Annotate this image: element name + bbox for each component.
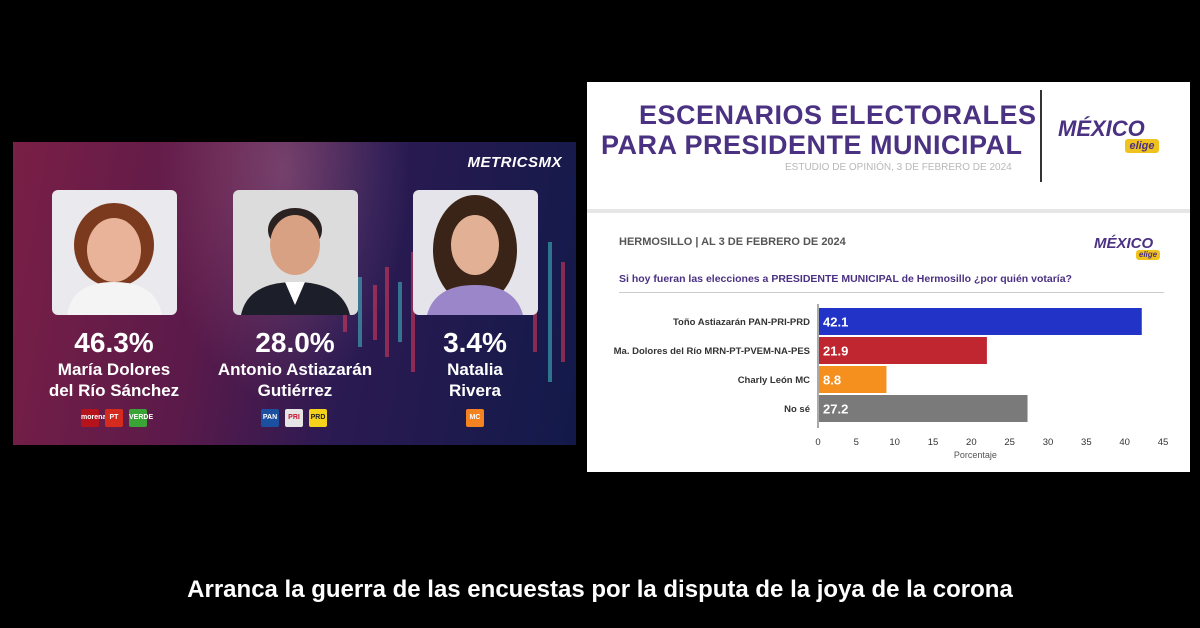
header-subtitle: ESTUDIO DE OPINIÓN, 3 DE FEBRERO DE 2024 xyxy=(785,162,1012,173)
x-tick-label: 35 xyxy=(1081,437,1092,448)
pan-logo: PAN xyxy=(261,409,279,427)
decorative-candle xyxy=(373,284,377,340)
mexico-elige-logo: MÉXICO xyxy=(1058,116,1145,141)
candidate-name-1-line2: del Río Sánchez xyxy=(48,381,180,400)
mexico-elige-logo-small: MÉXICO xyxy=(1094,235,1154,252)
x-tick-label: 15 xyxy=(928,437,939,448)
mexico-elige-logo-sub: elige xyxy=(1125,139,1159,153)
bar xyxy=(819,395,1028,422)
x-tick-label: 20 xyxy=(966,437,977,448)
candidate-percent-3: 3.4% xyxy=(443,327,507,358)
category-label: No sé xyxy=(784,404,810,415)
mexico-elige-poll-panel: ESCENARIOS ELECTORALES PARA PRESIDENTE M… xyxy=(587,82,1190,472)
metricsmx-logo: METRICSMX xyxy=(467,154,562,171)
decorative-candle xyxy=(398,282,402,342)
bar-value-label: 27.2 xyxy=(823,402,848,417)
candidate-name-3-line1: Natalia xyxy=(447,360,503,379)
x-axis-title: Porcentaje xyxy=(954,450,997,460)
candidate-photo-maria-dolores xyxy=(52,190,177,315)
section-divider xyxy=(587,209,1190,213)
candidate-name-3-line2: Rivera xyxy=(449,381,501,400)
prd-logo: PRD xyxy=(309,409,327,427)
header-divider xyxy=(1040,90,1042,182)
x-tick-label: 45 xyxy=(1158,437,1169,448)
candidate-photo-antonio-astiazaran xyxy=(233,190,358,315)
verde-logo: VERDE xyxy=(129,409,153,427)
bar-value-label: 8.8 xyxy=(823,373,841,388)
x-tick-label: 10 xyxy=(889,437,900,448)
pt-logo: PT xyxy=(105,409,123,427)
bar-value-label: 42.1 xyxy=(823,315,848,330)
bar xyxy=(819,308,1142,335)
bar xyxy=(819,337,987,364)
candidate-percent-1: 46.3% xyxy=(74,327,154,358)
headline-caption: Arranca la guerra de las encuestas por l… xyxy=(187,576,1013,603)
question-underline xyxy=(619,292,1164,293)
morena-logo: morena xyxy=(81,409,106,427)
mc-logo: MC xyxy=(466,409,484,427)
header-title-line2: PARA PRESIDENTE MUNICIPAL xyxy=(601,130,1023,160)
metrics-poll-panel: METRICSMX 46.3% María Dolores del Río Sá… xyxy=(13,142,576,445)
header-title-line1: ESCENARIOS ELECTORALES xyxy=(639,100,1037,130)
category-label: Charly León MC xyxy=(738,375,810,386)
candidate-name-1-line1: María Dolores xyxy=(57,360,171,379)
location-date: HERMOSILLO | AL 3 DE FEBRERO DE 2024 xyxy=(619,236,846,248)
bar xyxy=(819,366,887,393)
pri-logo: PRI xyxy=(285,409,303,427)
x-tick-label: 30 xyxy=(1043,437,1054,448)
decorative-candle xyxy=(385,267,389,357)
decorative-candle xyxy=(548,242,552,382)
candidate-name-2-line2: Gutiérrez xyxy=(257,381,333,400)
x-tick-label: 40 xyxy=(1119,437,1130,448)
poll-question: Si hoy fueran las elecciones a PRESIDENT… xyxy=(619,273,1072,285)
category-label: Ma. Dolores del Río MRN-PT-PVEM-NA-PES xyxy=(614,346,810,357)
mexico-elige-logo-small-sub: elige xyxy=(1136,250,1160,260)
x-tick-label: 25 xyxy=(1004,437,1015,448)
decorative-candle xyxy=(358,277,362,347)
bar-value-label: 21.9 xyxy=(823,344,848,359)
candidate-name-2-line1: Antonio Astiazarán xyxy=(217,360,373,379)
x-tick-label: 5 xyxy=(854,437,859,448)
decorative-candle xyxy=(561,262,565,362)
vote-intention-bar-chart: Toño Astiazarán PAN-PRI-PRD 42.1 Ma. Dolor… xyxy=(614,304,1169,460)
x-tick-label: 0 xyxy=(815,437,820,448)
candidate-photo-natalia-rivera xyxy=(413,190,538,315)
candidate-percent-2: 28.0% xyxy=(255,327,335,358)
category-label: Toño Astiazarán PAN-PRI-PRD xyxy=(673,317,810,328)
